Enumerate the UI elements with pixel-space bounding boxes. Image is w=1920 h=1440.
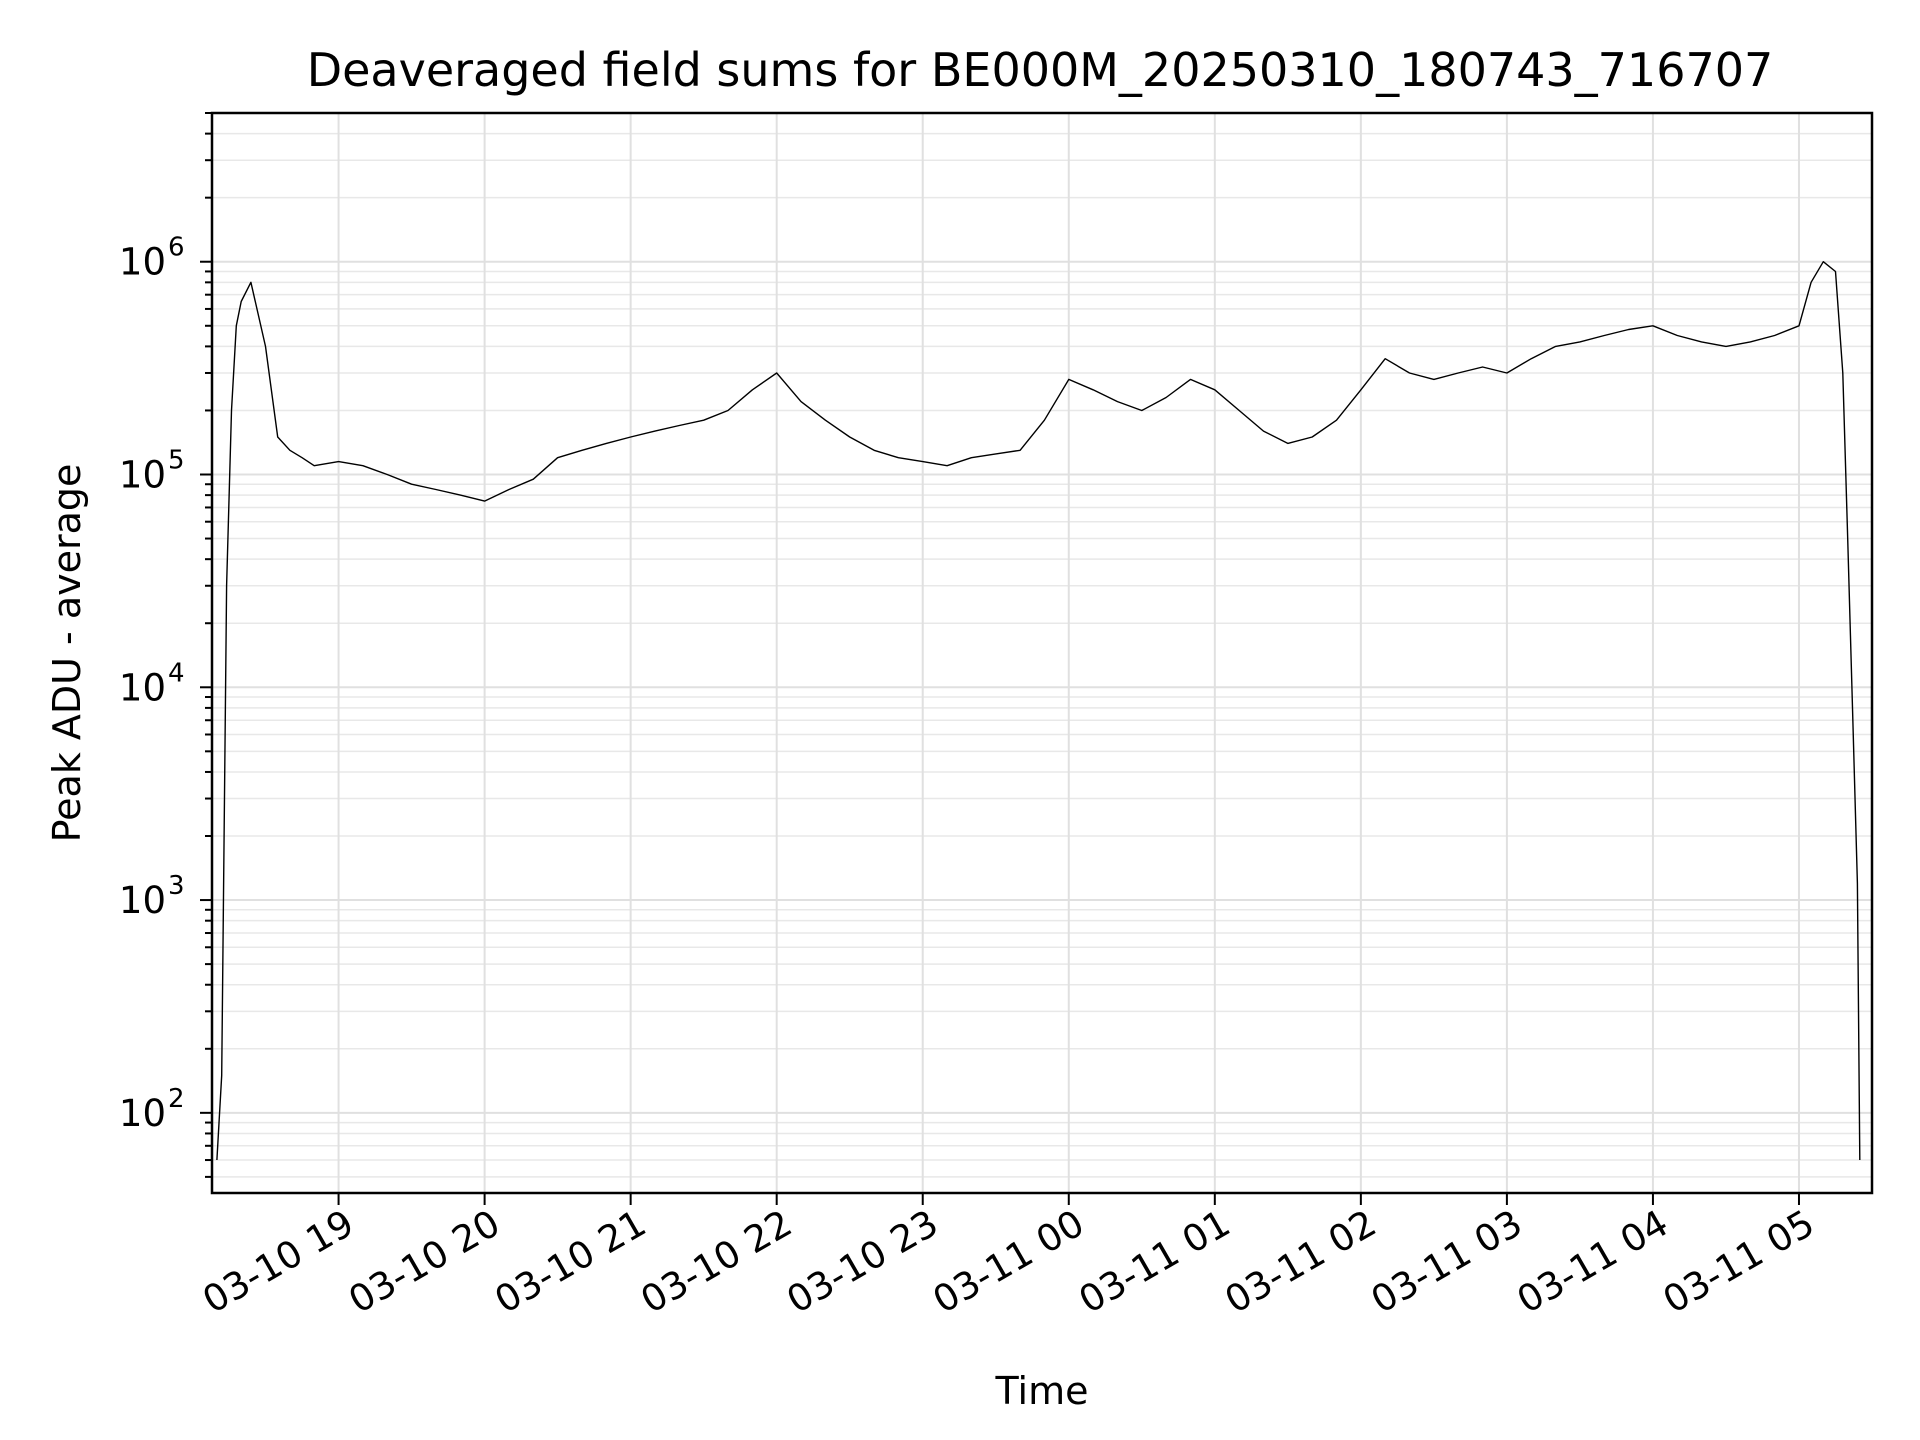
y-tick-exponent: 4 — [168, 658, 185, 688]
y-tick-label: 10 — [119, 1092, 166, 1135]
y-tick-label: 10 — [119, 666, 166, 709]
x-tick-label: 03-11 01 — [1072, 1202, 1238, 1322]
y-tick-exponent: 3 — [168, 871, 185, 901]
y-tick-label: 10 — [119, 879, 166, 922]
x-tick-label: 03-10 22 — [634, 1202, 800, 1322]
y-tick-exponent: 2 — [168, 1084, 185, 1114]
x-tick-label: 03-11 05 — [1656, 1202, 1822, 1322]
y-tick-label: 10 — [119, 241, 166, 284]
y-tick-exponent: 6 — [168, 233, 185, 263]
x-tick-label: 03-11 03 — [1364, 1202, 1530, 1322]
chart-title: Deaveraged field sums for BE000M_2025031… — [307, 43, 1774, 97]
x-tick-label: 03-10 23 — [780, 1202, 946, 1322]
x-tick-label: 03-10 19 — [195, 1202, 361, 1322]
series-line-0 — [216, 261, 1861, 1161]
series-layer — [216, 261, 1861, 1161]
plot-frame — [210, 111, 1874, 1195]
x-tick-label: 03-11 00 — [926, 1202, 1092, 1322]
y-axis-label: Peak ADU - average — [45, 464, 89, 843]
x-tick-label: 03-11 02 — [1218, 1202, 1384, 1322]
x-tick-label: 03-10 21 — [488, 1202, 654, 1322]
x-tick-label: 03-10 20 — [342, 1202, 508, 1322]
grid-lines — [212, 112, 1872, 1193]
x-axis-label: Time — [995, 1369, 1089, 1413]
x-tick-label: 03-11 04 — [1510, 1202, 1676, 1322]
y-tick-exponent: 5 — [168, 446, 185, 476]
y-tick-label: 10 — [119, 454, 166, 497]
